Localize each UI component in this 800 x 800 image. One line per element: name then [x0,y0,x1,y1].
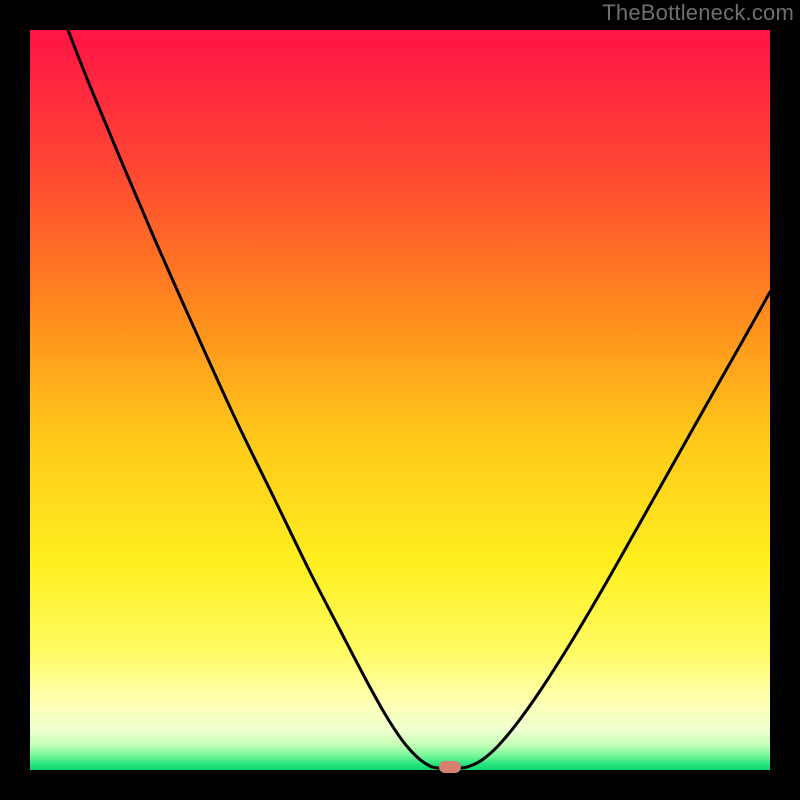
optimum-marker [439,761,461,773]
watermark-text: TheBottleneck.com [602,0,794,26]
bottleneck-curve [68,30,770,768]
bottleneck-curve-layer [0,0,800,800]
